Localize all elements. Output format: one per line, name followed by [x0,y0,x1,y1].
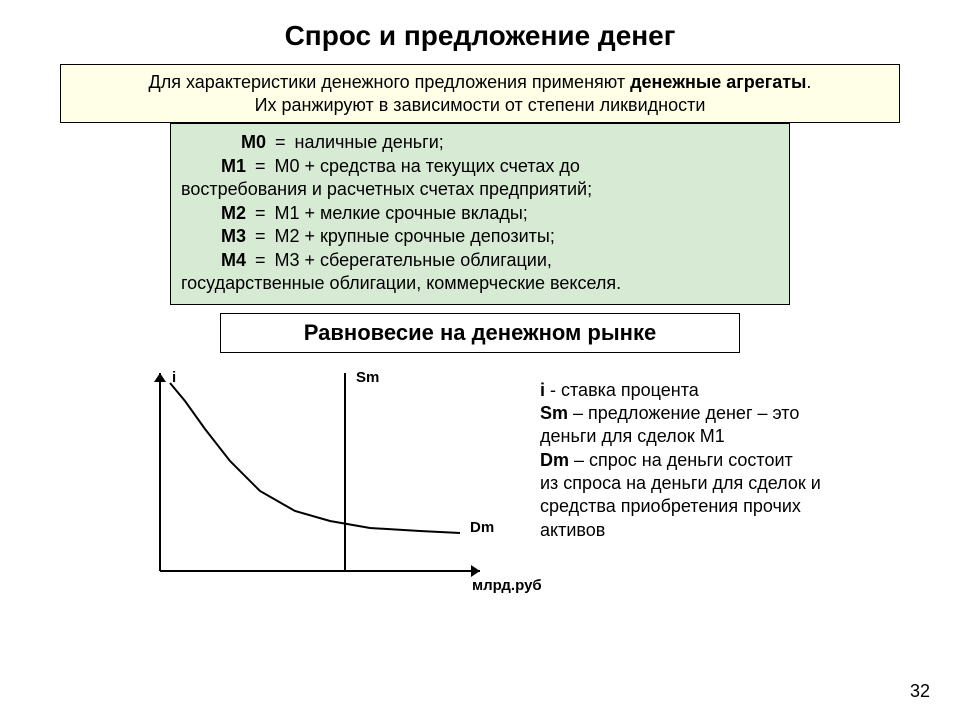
slide-title: Спрос и предложение денег [0,0,960,64]
aggregate-text: наличные деньги; [295,132,444,152]
aggregate-line: М4 = М3 + сберегательные облигации, [181,249,779,272]
aggregate-eq: = [250,226,271,246]
aggregate-text: востребования и расчетных счетах предпри… [181,179,592,199]
aggregate-text: М1 + мелкие срочные вклады; [275,203,528,223]
aggregate-eq: = [270,132,291,152]
legend-text: деньги для сделок М1 [540,426,725,446]
aggregate-eq: = [250,156,271,176]
intro-line1-pre: Для характеристики денежного предложения… [149,72,631,92]
aggregate-text: М0 + средства на текущих счетах до [275,156,580,176]
aggregates-box: М0 = наличные деньги;М1 = М0 + средства … [170,123,790,305]
equilibrium-title: Равновесие на денежном рынке [220,313,740,353]
chart-area: i Sm Dm млрд.руб i - ставка процентаSm –… [60,361,900,621]
aggregate-label: М0 [241,132,266,152]
legend-line: деньги для сделок М1 [540,425,940,448]
aggregate-line: М0 = наличные деньги; [181,131,779,154]
aggregate-text: М2 + крупные срочные депозиты; [275,226,555,246]
legend-bold: Dm [540,450,569,470]
legend-line: i - ставка процента [540,379,940,402]
legend-bold: Sm [540,403,568,423]
aggregate-label: М3 [221,226,246,246]
equilibrium-chart [130,361,510,601]
legend-text: – предложение денег – это [568,403,799,423]
aggregate-label: М4 [221,250,246,270]
intro-line1-bold: денежные агрегаты [630,72,806,92]
aggregate-eq: = [250,203,271,223]
legend-line: Sm – предложение денег – это [540,402,940,425]
aggregate-text: государственные облигации, коммерческие … [181,273,621,293]
legend-text: активов [540,520,605,540]
aggregate-line: М3 = М2 + крупные срочные депозиты; [181,225,779,248]
aggregate-eq: = [250,250,271,270]
legend-line: активов [540,519,940,542]
aggregate-label: М1 [221,156,246,176]
aggregate-text: М3 + сберегательные облигации, [275,250,552,270]
intro-line2: Их ранжируют в зависимости от степени ли… [255,95,706,115]
legend-text: - ставка процента [545,380,699,400]
aggregate-line: востребования и расчетных счетах предпри… [181,178,779,201]
intro-line1-post: . [806,72,811,92]
page-number: 32 [910,681,930,702]
aggregate-line: государственные облигации, коммерческие … [181,272,779,295]
intro-box: Для характеристики денежного предложения… [60,64,900,123]
chart-legend: i - ставка процентаSm – предложение дене… [540,379,940,543]
legend-text: из спроса на деньги для сделок и [540,473,821,493]
aggregate-line: М2 = М1 + мелкие срочные вклады; [181,202,779,225]
aggregate-line: М1 = М0 + средства на текущих счетах до [181,155,779,178]
legend-line: средства приобретения прочих [540,495,940,518]
aggregate-label: М2 [221,203,246,223]
legend-line: из спроса на деньги для сделок и [540,472,940,495]
legend-text: – спрос на деньги состоит [569,450,793,470]
legend-text: средства приобретения прочих [540,496,801,516]
legend-line: Dm – спрос на деньги состоит [540,449,940,472]
